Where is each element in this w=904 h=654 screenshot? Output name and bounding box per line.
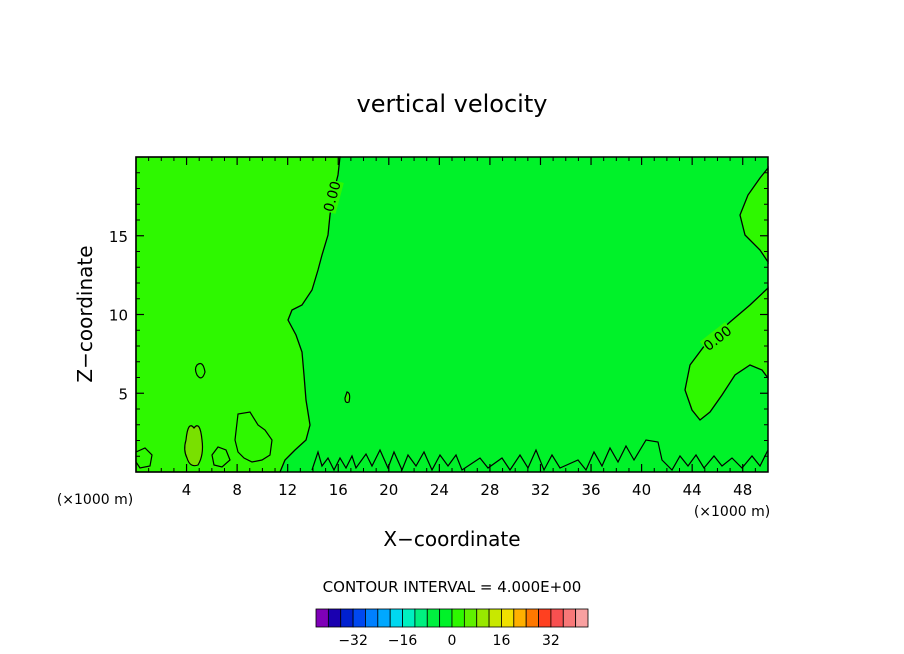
colorbar-swatch	[327, 608, 342, 628]
small-cell	[194, 362, 206, 379]
x-tick-label: 4	[182, 481, 192, 499]
colorbar-swatch	[377, 608, 391, 628]
colorbar-swatch	[451, 608, 465, 628]
x-units-right: (×1000 m)	[694, 504, 770, 520]
colorbar-swatch	[476, 608, 490, 628]
y-tick-label: 15	[109, 228, 128, 246]
x-axis-title: X−coordinate	[383, 527, 520, 551]
colorbar-swatch	[402, 608, 416, 628]
y-axis: 5 10 15	[109, 172, 768, 457]
colorbar-swatch	[562, 608, 577, 628]
colorbar-swatch	[550, 608, 564, 628]
x-tick-label: 48	[733, 481, 752, 499]
surface-contours	[311, 439, 769, 472]
colorbar-swatch	[426, 608, 441, 628]
x-tick-label: 12	[278, 481, 297, 499]
small-cell	[211, 446, 231, 468]
colorbar-swatch	[389, 608, 403, 628]
x-tick-label: 24	[430, 481, 449, 499]
contour-label: 0.00	[321, 180, 345, 214]
colorbar-label: 16	[493, 633, 511, 649]
contour-label-bg	[699, 321, 735, 355]
colorbar-swatch	[439, 608, 453, 628]
plot-area	[135, 156, 769, 473]
colorbar-swatch	[463, 608, 478, 628]
y-tick-label: 10	[109, 307, 128, 325]
x-tick-label: 44	[683, 481, 702, 499]
y-axis-title: Z−coordinate	[73, 245, 97, 382]
colorbar-label: −16	[388, 633, 418, 649]
x-units-left: (×1000 m)	[57, 492, 133, 508]
colorbar-label: −32	[338, 633, 368, 649]
colorbar-swatch	[525, 608, 539, 628]
x-tick-label: 8	[232, 481, 242, 499]
colorbar-swatch	[513, 608, 527, 628]
colorbar-label: 0	[448, 633, 457, 649]
colorbar-swatch	[315, 608, 329, 628]
x-tick-label: 36	[581, 481, 600, 499]
x-tick-label: 40	[632, 481, 651, 499]
positive-region-right-top	[739, 166, 769, 265]
small-cell	[234, 411, 273, 463]
colorbar-swatch	[365, 608, 379, 628]
y-tick-label: 5	[118, 385, 128, 403]
x-tick-label: 20	[379, 481, 398, 499]
x-axis: 4 8 12 16 20 24 28 32 36 40 44 48	[148, 157, 756, 499]
colorbar: −32 −16 0 16 32	[315, 608, 589, 649]
colorbar-swatch	[414, 608, 428, 628]
x-tick-label: 28	[480, 481, 499, 499]
colorbar-swatch	[575, 608, 589, 628]
x-tick-label: 16	[329, 481, 348, 499]
colorbar-label: 32	[542, 633, 560, 649]
chart-title: vertical velocity	[357, 90, 548, 118]
colorbar-swatch	[501, 608, 515, 628]
colorbar-swatch	[340, 608, 354, 628]
colorbar-swatch	[538, 608, 552, 628]
updraft-cell	[184, 425, 204, 467]
small-cell	[344, 391, 351, 404]
colorbar-swatch	[488, 608, 502, 628]
contour-interval: CONTOUR INTERVAL = 4.000E+00	[323, 578, 582, 596]
colorbar-swatch	[352, 608, 366, 628]
x-tick-label: 32	[531, 481, 550, 499]
